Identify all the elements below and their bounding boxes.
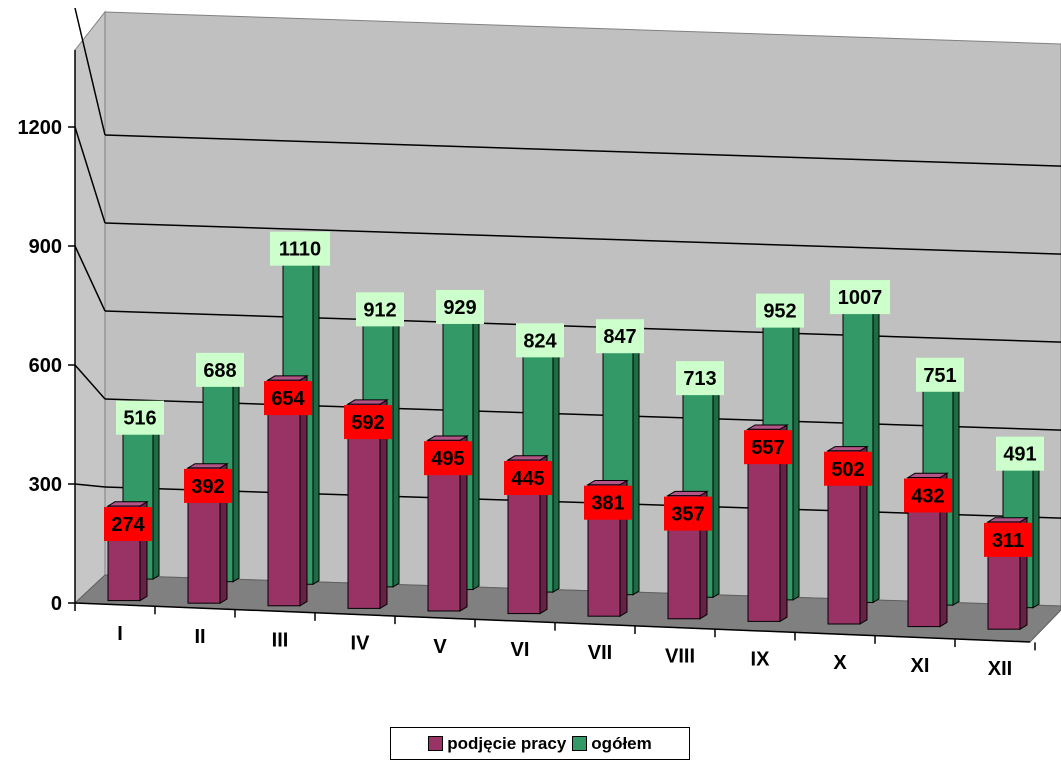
back-wall xyxy=(104,11,1061,607)
gridline-side xyxy=(74,245,106,312)
y-tick-label: 0 xyxy=(51,593,62,615)
data-labels: 516 274 688 392 1110 654 912 592 929 495 824 445 847… xyxy=(104,231,1044,557)
svg-text:274: 274 xyxy=(111,514,145,536)
svg-text:491: 491 xyxy=(1003,444,1036,466)
data-label-podjecie-1: 274 xyxy=(104,507,152,542)
x-tick-label: VIII xyxy=(665,645,695,667)
svg-text:952: 952 xyxy=(763,301,796,323)
bar-podjecie-9 xyxy=(746,424,789,623)
x-tick-label: XII xyxy=(988,658,1012,680)
x-tick-label: XI xyxy=(911,655,930,677)
svg-text:502: 502 xyxy=(831,459,864,481)
x-tick-label: VI xyxy=(511,639,530,661)
y-axis: 0 300 600 900 1200 xyxy=(18,50,76,615)
gridline xyxy=(104,310,1061,343)
gridline xyxy=(104,222,1061,255)
x-tick-label: VII xyxy=(588,642,612,664)
data-label-ogolem-1: 516 xyxy=(116,400,164,435)
svg-text:688: 688 xyxy=(203,360,236,382)
data-label-ogolem-9: 952 xyxy=(756,293,804,328)
legend-label-series-1: podjęcie pracy xyxy=(447,733,567,753)
x-tick-label: IX xyxy=(751,649,771,671)
legend-item-series-2: ogółem xyxy=(572,733,652,754)
data-label-podjecie-7: 381 xyxy=(584,485,632,520)
bar-podjecie-3 xyxy=(266,375,309,607)
legend-item-series-1: podjęcie pracy xyxy=(428,734,566,754)
svg-text:1110: 1110 xyxy=(279,239,321,261)
bar-podjecie-11 xyxy=(906,472,949,628)
data-label-ogolem-5: 929 xyxy=(436,289,484,324)
svg-text:357: 357 xyxy=(671,504,704,526)
svg-text:654: 654 xyxy=(271,388,305,410)
x-tick-label: I xyxy=(117,623,123,645)
legend: podjęcie pracy ogółem xyxy=(390,727,690,760)
x-tick-label: III xyxy=(272,629,289,651)
data-label-podjecie-2: 392 xyxy=(184,468,232,503)
x-axis: I II III IV V VI VII VIII IX X XI XII xyxy=(74,602,1036,680)
data-label-ogolem-8: 713 xyxy=(676,361,724,396)
svg-text:495: 495 xyxy=(431,448,464,470)
data-label-podjecie-11: 432 xyxy=(904,478,952,513)
svg-text:847: 847 xyxy=(603,326,636,348)
gridline-side xyxy=(74,364,106,400)
y-tick-label: 1200 xyxy=(18,117,63,139)
gridline-side xyxy=(74,7,106,136)
gridline xyxy=(104,134,1061,167)
x-axis-line xyxy=(74,602,1031,643)
data-label-podjecie-10: 502 xyxy=(824,451,872,486)
gridline xyxy=(104,486,1061,519)
x-tick-label: II xyxy=(194,626,205,648)
data-label-podjecie-12: 311 xyxy=(984,522,1032,557)
svg-text:592: 592 xyxy=(351,412,384,434)
chart-walls xyxy=(73,10,1061,643)
y-tick-label: 900 xyxy=(29,236,62,258)
svg-text:1007: 1007 xyxy=(838,287,883,309)
data-label-ogolem-12: 491 xyxy=(996,436,1044,471)
svg-text:824: 824 xyxy=(523,330,557,352)
gridline-side xyxy=(74,126,106,224)
y-tick-label: 600 xyxy=(29,355,62,377)
data-label-podjecie-5: 495 xyxy=(424,441,472,476)
svg-text:557: 557 xyxy=(751,437,784,459)
x-tick-label: IV xyxy=(351,633,371,655)
y-tick-label: 300 xyxy=(29,474,62,496)
data-label-podjecie-9: 557 xyxy=(744,430,792,465)
legend-label-series-2: ogółem xyxy=(591,733,652,753)
svg-text:516: 516 xyxy=(123,408,156,430)
data-label-ogolem-7: 847 xyxy=(596,319,644,354)
data-label-ogolem-4: 912 xyxy=(356,292,404,327)
svg-text:445: 445 xyxy=(511,468,544,490)
svg-text:751: 751 xyxy=(923,365,956,387)
data-label-ogolem-11: 751 xyxy=(916,357,964,392)
data-label-ogolem-2: 688 xyxy=(196,352,244,387)
svg-text:929: 929 xyxy=(443,297,476,319)
legend-swatch-series-1 xyxy=(428,736,444,751)
x-tick-label: V xyxy=(433,636,447,658)
data-label-podjecie-4: 592 xyxy=(344,405,392,440)
data-label-podjecie-3: 654 xyxy=(264,381,312,416)
svg-text:713: 713 xyxy=(683,368,716,390)
side-wall xyxy=(74,10,106,605)
data-label-podjecie-6: 445 xyxy=(504,461,552,496)
svg-text:432: 432 xyxy=(911,486,944,508)
legend-swatch-series-2 xyxy=(572,736,588,751)
svg-text:311: 311 xyxy=(992,530,1024,552)
svg-text:912: 912 xyxy=(363,299,396,321)
svg-text:381: 381 xyxy=(591,493,624,515)
gridline-side xyxy=(74,483,106,488)
svg-text:392: 392 xyxy=(191,476,224,498)
data-label-ogolem-10: 1007 xyxy=(830,280,890,315)
data-label-ogolem-6: 824 xyxy=(516,323,564,358)
data-label-ogolem-3: 1110 xyxy=(270,231,330,266)
data-label-podjecie-8: 357 xyxy=(664,496,712,531)
x-tick-label: X xyxy=(833,652,847,674)
